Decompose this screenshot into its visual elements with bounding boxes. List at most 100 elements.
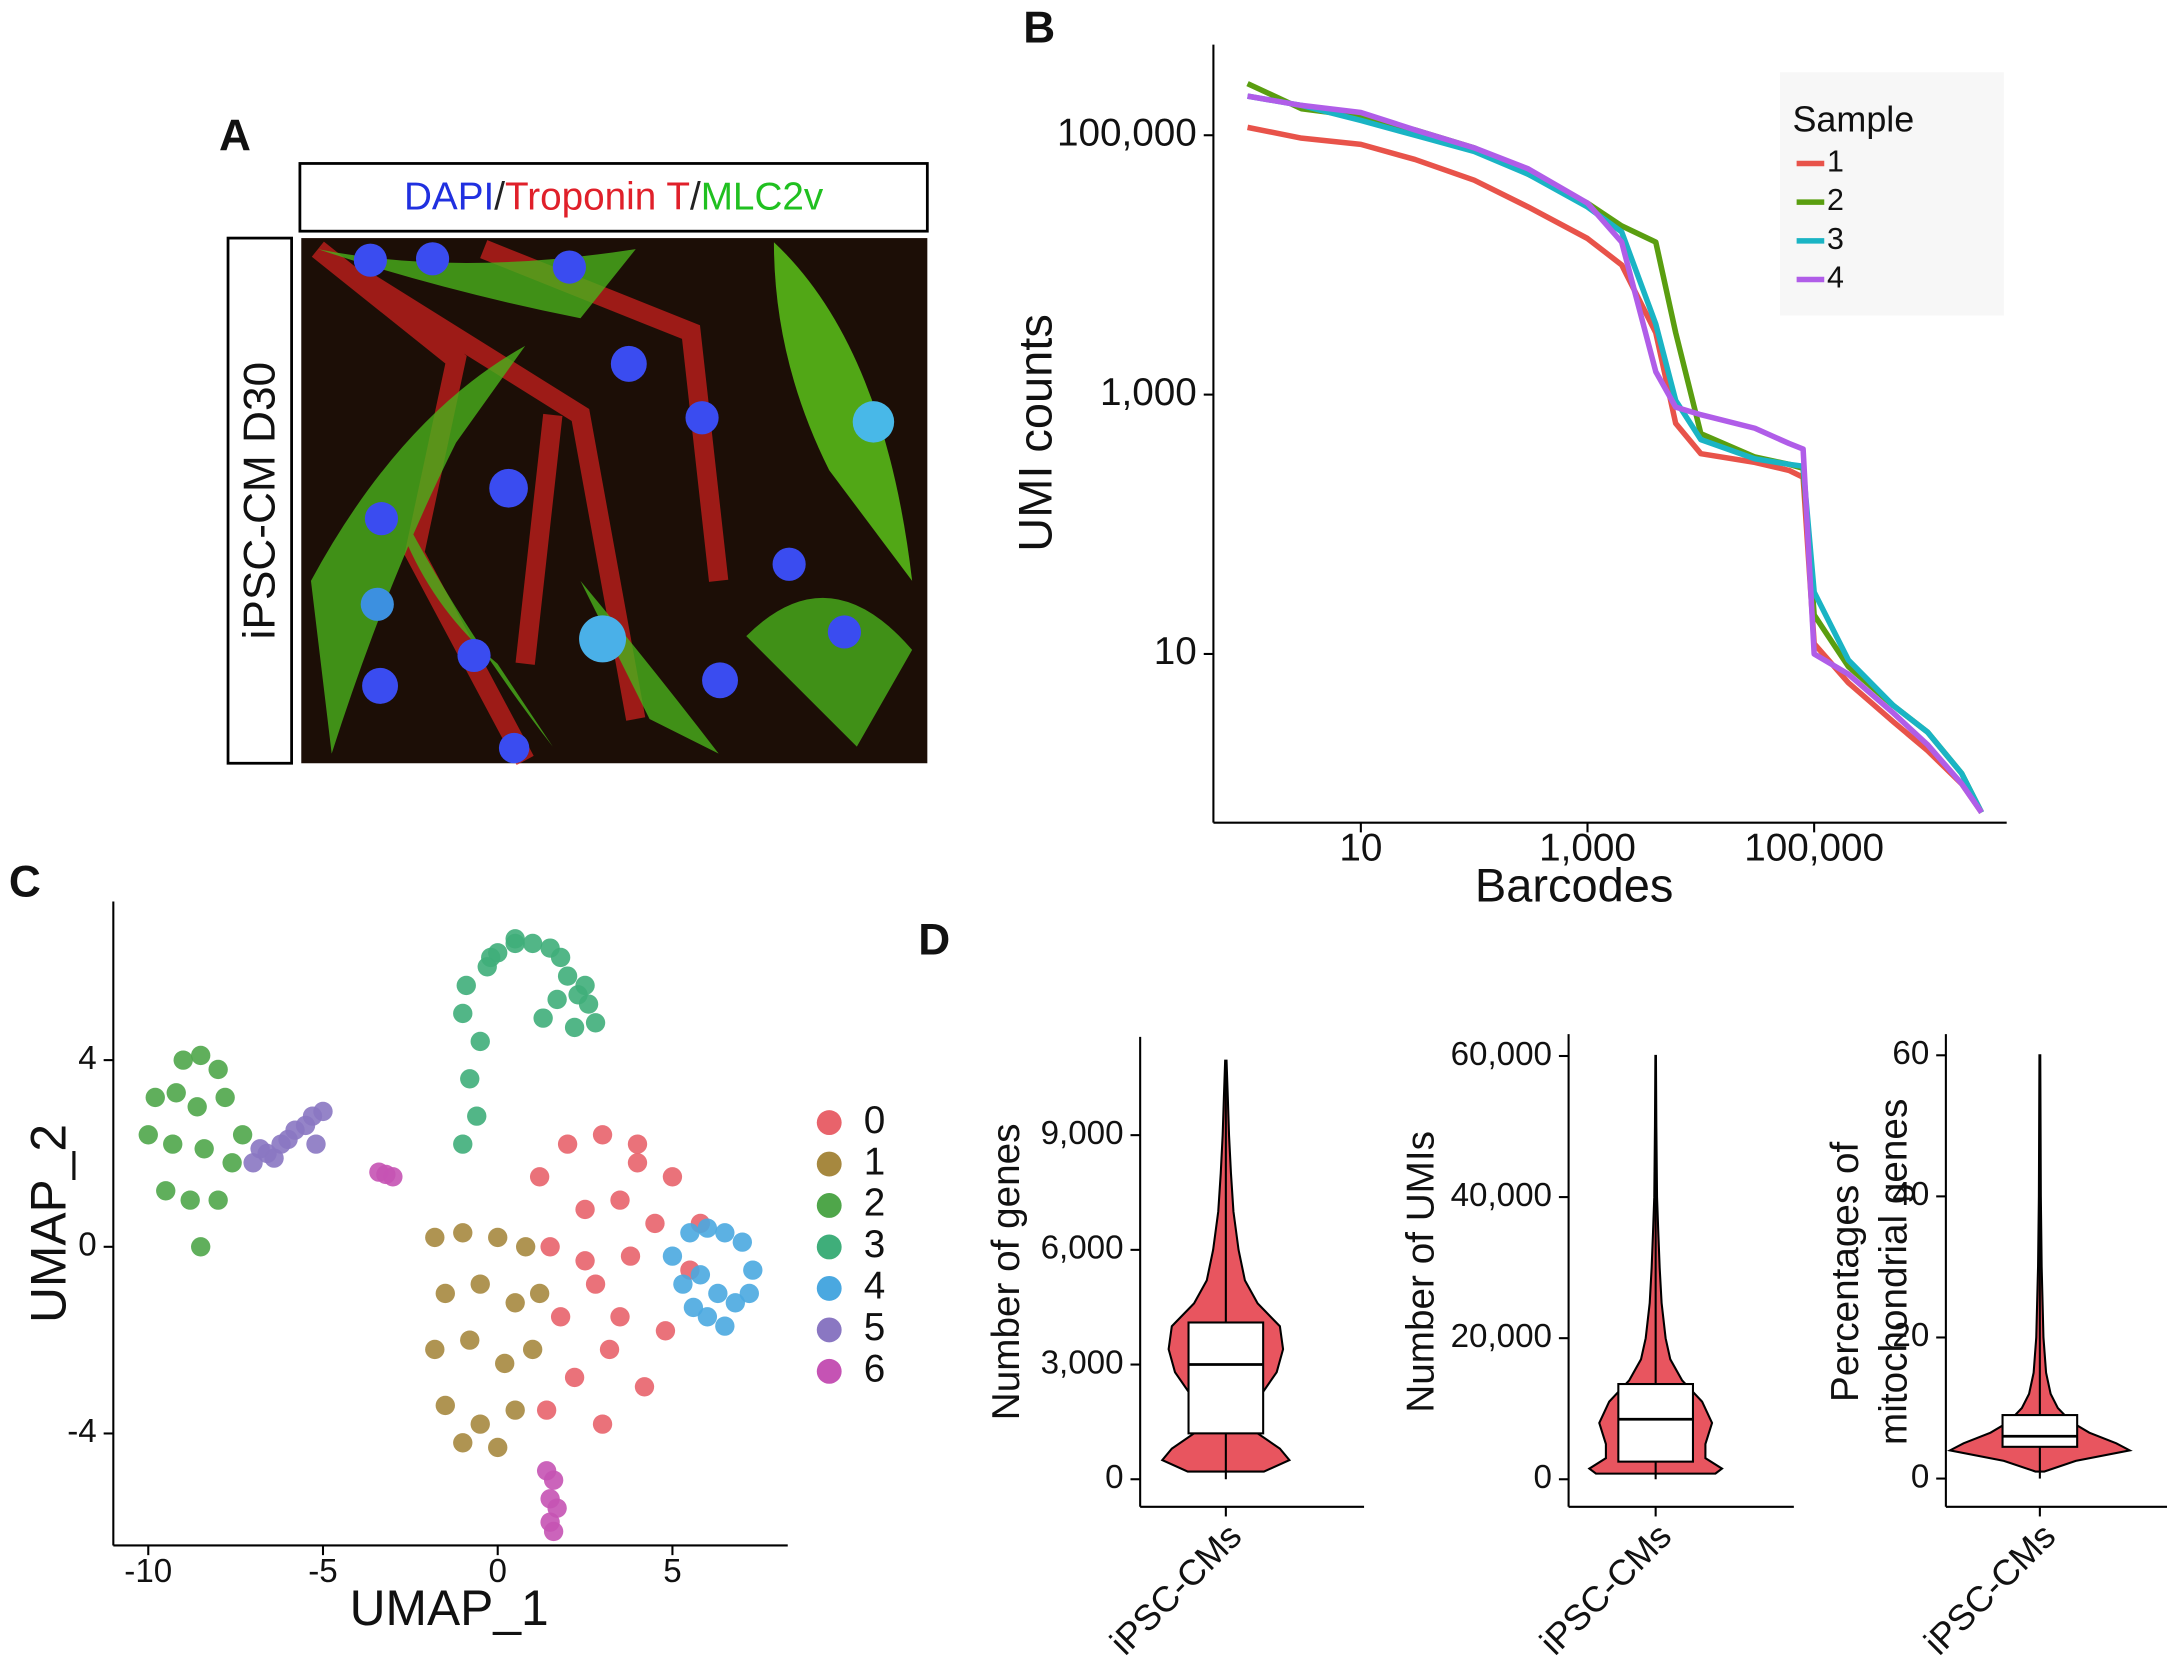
panel-label: B xyxy=(1023,3,1055,52)
point xyxy=(634,1377,655,1397)
y-tick-label: 1,000 xyxy=(1100,371,1197,414)
point xyxy=(453,1003,473,1024)
point xyxy=(313,1101,333,1122)
y-tick-label: 6,000 xyxy=(1041,1230,1124,1267)
series-line xyxy=(1247,93,1984,815)
point xyxy=(191,1045,211,1066)
point xyxy=(522,933,543,954)
y-tick-label: 40 xyxy=(1892,1176,1929,1213)
point xyxy=(488,1437,508,1458)
y-tick-label: 9,000 xyxy=(1041,1115,1124,1152)
point xyxy=(599,1339,620,1360)
point xyxy=(166,1083,186,1103)
point xyxy=(708,1283,728,1304)
point xyxy=(383,1167,403,1187)
mlc2v-fibers xyxy=(310,249,913,754)
legend-swatch xyxy=(816,1234,842,1260)
micrograph xyxy=(301,238,928,766)
point xyxy=(547,989,567,1010)
y-tick-label: 60 xyxy=(1892,1035,1929,1072)
mlc2v-region xyxy=(773,242,913,581)
point xyxy=(683,1297,704,1318)
point xyxy=(540,1237,560,1257)
point xyxy=(543,1470,564,1490)
point xyxy=(627,1153,648,1173)
legend-swatch xyxy=(816,1275,842,1301)
legend-label: 6 xyxy=(864,1348,886,1391)
header-part: / xyxy=(494,176,505,219)
legend-swatch xyxy=(816,1110,842,1136)
point xyxy=(585,1013,606,1033)
point xyxy=(575,1199,595,1220)
x-tick-label: 10 xyxy=(1339,827,1382,870)
point xyxy=(156,1181,176,1201)
point xyxy=(550,1307,571,1327)
point xyxy=(515,1237,536,1257)
y-axis-title: Number of UMIs xyxy=(1400,1131,1443,1413)
point xyxy=(232,1125,253,1145)
x-tick-label: 1,000 xyxy=(1539,827,1636,870)
point xyxy=(295,1115,316,1136)
point xyxy=(191,1237,211,1257)
point xyxy=(655,1321,676,1341)
point xyxy=(456,975,476,996)
legend-label: 2 xyxy=(864,1182,886,1225)
legend-swatch xyxy=(816,1151,842,1177)
y-tick-label: 100,000 xyxy=(1057,111,1197,154)
x-tick-label: 0 xyxy=(488,1553,506,1590)
point xyxy=(575,975,595,996)
point xyxy=(620,1246,641,1266)
point xyxy=(529,1283,550,1304)
point xyxy=(180,1190,200,1210)
point xyxy=(715,1316,735,1336)
point xyxy=(627,1134,648,1154)
nuclei xyxy=(353,242,895,764)
point xyxy=(592,1125,613,1145)
y-tick-label: 0 xyxy=(1534,1459,1552,1496)
point xyxy=(592,1414,613,1434)
legend-swatch xyxy=(816,1193,842,1218)
header-part: Troponin T xyxy=(505,176,690,219)
point xyxy=(578,994,599,1014)
point xyxy=(557,966,578,986)
y-tick-label: 0 xyxy=(1911,1458,1929,1495)
point xyxy=(425,1227,445,1248)
point xyxy=(697,1307,718,1327)
point xyxy=(557,1134,578,1154)
legend-swatch xyxy=(816,1358,842,1384)
y-axis-title: Percentages of xyxy=(1824,1141,1867,1401)
y-tick-label: -4 xyxy=(67,1413,96,1450)
point xyxy=(264,1148,284,1168)
y-tick-label: 4 xyxy=(78,1040,96,1077)
header-text: DAPI/Troponin T/MLC2v xyxy=(404,176,824,219)
point xyxy=(610,1190,630,1210)
y-tick-label: 0 xyxy=(1105,1459,1123,1496)
point xyxy=(208,1059,228,1080)
point xyxy=(725,1293,746,1313)
point xyxy=(173,1050,193,1070)
point xyxy=(460,1069,480,1089)
point xyxy=(138,1125,158,1145)
legend-label: 3 xyxy=(864,1223,886,1266)
x-tick-label: -5 xyxy=(308,1553,337,1590)
point xyxy=(460,1330,480,1350)
point xyxy=(585,1274,606,1294)
y-axis-title: mitochondrial genes xyxy=(1872,1099,1915,1445)
legend-label: 4 xyxy=(1827,261,1844,295)
point xyxy=(435,1283,455,1304)
point xyxy=(564,1017,585,1038)
point xyxy=(690,1265,711,1285)
point xyxy=(505,1293,525,1313)
point xyxy=(470,1414,490,1434)
legend-label: 4 xyxy=(864,1265,886,1308)
point xyxy=(470,1274,490,1294)
point xyxy=(743,1260,763,1280)
row-label-box xyxy=(226,236,293,765)
legend-label: 3 xyxy=(1827,222,1844,256)
x-tick-label: -10 xyxy=(124,1553,172,1590)
point xyxy=(453,1223,473,1243)
panel-label: D xyxy=(918,916,950,965)
header-part: DAPI xyxy=(404,176,494,219)
box xyxy=(2001,1414,2079,1448)
